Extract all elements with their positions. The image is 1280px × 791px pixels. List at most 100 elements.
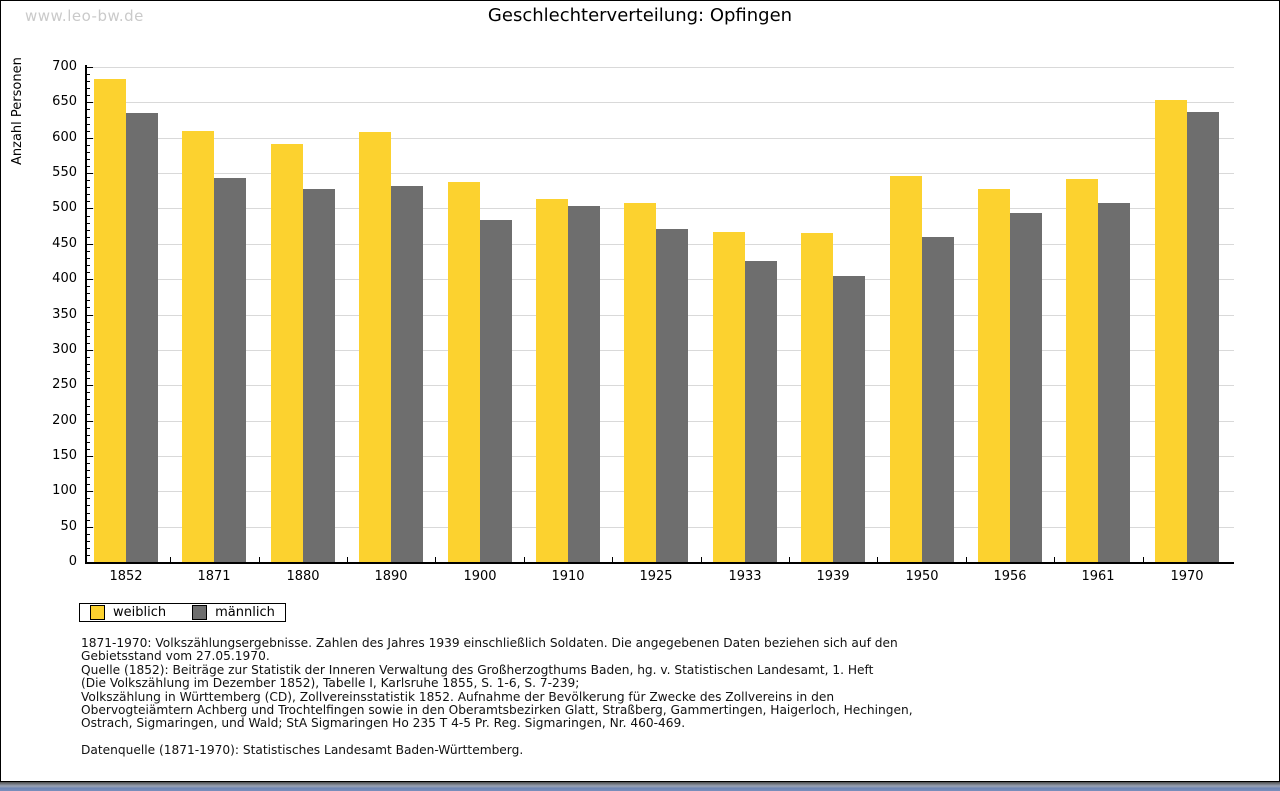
y-tick-label: 350 — [52, 307, 77, 322]
x-boundary-tick — [170, 557, 171, 562]
y-minor-tick — [86, 484, 90, 485]
y-minor-tick — [86, 399, 90, 400]
y-minor-tick — [86, 166, 90, 167]
y-minor-tick — [86, 329, 90, 330]
y-major-tick — [86, 385, 93, 386]
y-major-tick — [86, 279, 93, 280]
x-tick-label: 1852 — [109, 569, 143, 584]
y-minor-tick — [86, 187, 90, 188]
bar-männlich-1910 — [568, 206, 600, 562]
y-minor-tick — [86, 463, 90, 464]
y-minor-tick — [86, 435, 90, 436]
y-minor-tick — [86, 307, 90, 308]
y-minor-tick — [86, 300, 90, 301]
y-minor-tick — [86, 343, 90, 344]
x-tick-label: 1890 — [374, 569, 408, 584]
bar-weiblich-1871 — [182, 131, 214, 562]
bar-männlich-1950 — [922, 237, 954, 562]
x-boundary-tick — [966, 557, 967, 562]
x-tick-label: 1950 — [905, 569, 939, 584]
y-minor-tick — [86, 336, 90, 337]
y-minor-tick — [86, 364, 90, 365]
y-minor-tick — [86, 555, 90, 556]
y-major-tick — [86, 138, 93, 139]
y-minor-tick — [86, 286, 90, 287]
gridline — [86, 208, 1234, 209]
y-major-tick — [86, 67, 93, 68]
bar-weiblich-1890 — [359, 132, 391, 562]
y-minor-tick — [86, 428, 90, 429]
bar-weiblich-1950 — [890, 176, 922, 562]
y-tick-label: 50 — [60, 519, 77, 534]
footnote-line: Quelle (1852): Beiträge zur Statistik de… — [81, 662, 874, 677]
bar-weiblich-1933 — [713, 232, 745, 562]
x-axis-line — [85, 562, 1234, 564]
y-minor-tick — [86, 392, 90, 393]
y-minor-tick — [86, 265, 90, 266]
y-minor-tick — [86, 505, 90, 506]
y-tick-label: 650 — [52, 94, 77, 109]
bar-männlich-1925 — [656, 229, 688, 562]
gridline — [86, 138, 1234, 139]
bar-weiblich-1961 — [1066, 179, 1098, 562]
x-tick-label: 1880 — [286, 569, 320, 584]
maennlich-swatch — [192, 605, 208, 620]
x-boundary-tick — [701, 557, 702, 562]
y-major-tick — [86, 350, 93, 351]
y-minor-tick — [86, 520, 90, 521]
page-title: Geschlechterverteilung: Opfingen — [487, 5, 793, 26]
x-boundary-tick — [524, 557, 525, 562]
bar-männlich-1871 — [214, 178, 246, 562]
y-major-tick — [86, 421, 93, 422]
footnote-line — [81, 731, 913, 744]
y-major-tick — [86, 102, 93, 103]
y-major-tick — [86, 315, 93, 316]
y-tick-label: 0 — [68, 554, 77, 569]
y-minor-tick — [86, 477, 90, 478]
footnotes: 1871-1970: Volkszählungsergebnisse. Zahl… — [81, 636, 913, 757]
bar-weiblich-1910 — [536, 199, 568, 562]
x-tick-label: 1910 — [551, 569, 585, 584]
bar-weiblich-1970 — [1155, 100, 1187, 562]
y-tick-label: 700 — [52, 59, 77, 74]
y-tick-label: 450 — [52, 236, 77, 251]
y-tick-label: 200 — [52, 413, 77, 428]
y-minor-tick — [86, 541, 90, 542]
y-minor-tick — [86, 201, 90, 202]
gridline — [86, 102, 1234, 103]
bar-männlich-1970 — [1187, 112, 1219, 562]
y-minor-tick — [86, 449, 90, 450]
y-minor-tick — [86, 258, 90, 259]
x-tick-label: 1961 — [1081, 569, 1115, 584]
bar-männlich-1939 — [833, 276, 865, 562]
bar-männlich-1880 — [303, 189, 335, 562]
footnote-line: Volkszählung in Württemberg (CD), Zollve… — [81, 689, 835, 704]
bar-weiblich-1880 — [271, 144, 303, 562]
x-tick-label: 1925 — [639, 569, 673, 584]
y-tick-label: 550 — [52, 165, 77, 180]
bar-weiblich-1939 — [801, 233, 833, 562]
y-minor-tick — [86, 81, 90, 82]
x-boundary-tick — [1143, 557, 1144, 562]
y-minor-tick — [86, 498, 90, 499]
y-tick-label: 150 — [52, 448, 77, 463]
gridline — [86, 67, 1234, 68]
y-minor-tick — [86, 548, 90, 549]
bar-weiblich-1852 — [94, 79, 126, 562]
y-minor-tick — [86, 378, 90, 379]
y-minor-tick — [86, 230, 90, 231]
y-minor-tick — [86, 159, 90, 160]
y-tick-label: 100 — [52, 483, 77, 498]
y-minor-tick — [86, 88, 90, 89]
y-minor-tick — [86, 180, 90, 181]
y-minor-tick — [86, 131, 90, 132]
watermark: www.leo-bw.de — [25, 7, 144, 25]
footnote-line: Obervogteiämtern Achberg und Trochtelfin… — [81, 703, 913, 718]
y-minor-tick — [86, 117, 90, 118]
y-minor-tick — [86, 534, 90, 535]
x-boundary-tick — [612, 557, 613, 562]
bar-männlich-1956 — [1010, 213, 1042, 562]
legend: weiblich männlich — [79, 603, 286, 622]
y-minor-tick — [86, 145, 90, 146]
